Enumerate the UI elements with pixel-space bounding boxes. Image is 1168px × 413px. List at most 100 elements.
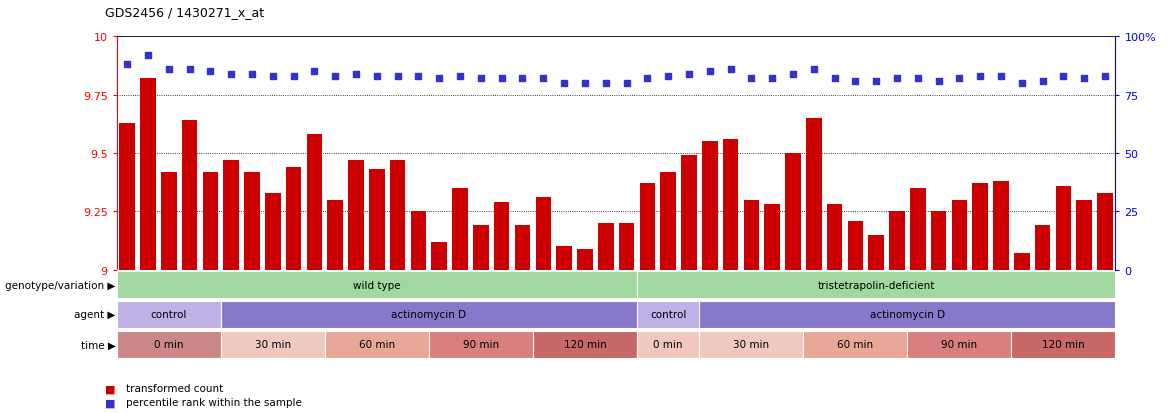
Bar — [637, 271, 1115, 299]
Text: 60 min: 60 min — [359, 339, 395, 349]
Bar — [431, 242, 447, 270]
Bar — [577, 249, 592, 270]
Bar — [868, 235, 884, 270]
Point — [680, 71, 698, 78]
Text: 60 min: 60 min — [837, 339, 874, 349]
Point — [160, 66, 179, 73]
Bar — [785, 154, 801, 270]
Bar — [744, 200, 759, 270]
Point — [326, 74, 345, 80]
Point — [826, 76, 844, 83]
Text: 0 min: 0 min — [154, 339, 183, 349]
Bar — [286, 168, 301, 270]
Bar — [473, 226, 488, 270]
Text: agent ▶: agent ▶ — [75, 310, 116, 320]
Bar — [952, 200, 967, 270]
Point — [950, 76, 968, 83]
Bar — [700, 331, 804, 358]
Point — [784, 71, 802, 78]
Bar — [411, 212, 426, 270]
Bar — [182, 121, 197, 270]
Bar — [637, 331, 700, 358]
Point — [513, 76, 531, 83]
Text: 30 min: 30 min — [734, 339, 770, 349]
Point — [368, 74, 387, 80]
Point — [617, 81, 635, 87]
Point — [243, 71, 262, 78]
Text: 0 min: 0 min — [653, 339, 683, 349]
Point — [1034, 78, 1052, 85]
Text: actinomycin D: actinomycin D — [391, 310, 466, 320]
Bar — [1056, 186, 1071, 270]
Point — [576, 81, 595, 87]
Bar — [637, 301, 700, 328]
Bar — [390, 161, 405, 270]
Point — [347, 71, 366, 78]
Point — [1096, 74, 1114, 80]
Text: 30 min: 30 min — [255, 339, 291, 349]
Text: GDS2456 / 1430271_x_at: GDS2456 / 1430271_x_at — [105, 6, 264, 19]
Text: actinomycin D: actinomycin D — [870, 310, 945, 320]
Bar — [119, 123, 135, 270]
Bar — [369, 170, 384, 270]
Point — [305, 69, 324, 76]
Point — [430, 76, 449, 83]
Text: 90 min: 90 min — [941, 339, 978, 349]
Text: control: control — [151, 310, 187, 320]
Bar — [1097, 193, 1113, 270]
Point — [701, 69, 719, 76]
Bar — [325, 331, 429, 358]
Bar — [221, 301, 637, 328]
Point — [451, 74, 470, 80]
Bar — [1011, 331, 1115, 358]
Point — [1013, 81, 1031, 87]
Bar — [452, 189, 468, 270]
Bar — [1035, 226, 1050, 270]
Bar — [429, 331, 533, 358]
Point — [284, 74, 303, 80]
Point — [139, 52, 158, 59]
Bar — [307, 135, 322, 270]
Bar — [764, 205, 780, 270]
Text: ■: ■ — [105, 397, 116, 407]
Point — [409, 74, 427, 80]
Point — [659, 74, 677, 80]
Text: control: control — [649, 310, 687, 320]
Point — [1054, 74, 1072, 80]
Point — [597, 81, 616, 87]
Point — [180, 66, 199, 73]
Bar — [702, 142, 717, 270]
Bar — [1014, 254, 1030, 270]
Bar — [161, 172, 176, 270]
Point — [1075, 76, 1093, 83]
Bar — [848, 221, 863, 270]
Bar — [221, 331, 325, 358]
Bar — [327, 200, 343, 270]
Point — [867, 78, 885, 85]
Point — [534, 76, 552, 83]
Point — [742, 76, 760, 83]
Bar — [681, 156, 697, 270]
Bar — [910, 189, 925, 270]
Point — [805, 66, 823, 73]
Point — [638, 76, 656, 83]
Point — [909, 76, 927, 83]
Bar — [265, 193, 280, 270]
Point — [493, 76, 512, 83]
Bar — [700, 301, 1115, 328]
Bar — [806, 119, 821, 270]
Bar — [827, 205, 842, 270]
Text: transformed count: transformed count — [126, 383, 223, 393]
Point — [721, 66, 739, 73]
Bar — [535, 198, 551, 270]
Text: wild type: wild type — [353, 280, 401, 290]
Point — [971, 74, 989, 80]
Point — [388, 74, 406, 80]
Point — [555, 81, 573, 87]
Bar — [993, 182, 1009, 270]
Bar — [931, 212, 946, 270]
Point — [992, 74, 1010, 80]
Point — [118, 62, 137, 69]
Text: ■: ■ — [105, 383, 116, 393]
Bar — [640, 184, 655, 270]
